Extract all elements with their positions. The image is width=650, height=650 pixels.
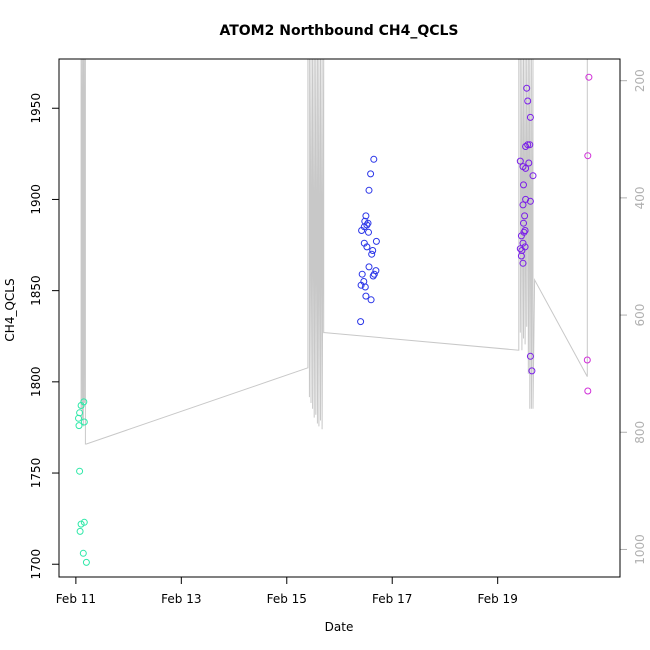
data-point	[357, 281, 365, 289]
data-point	[519, 239, 527, 247]
y-tick-label: 1800	[29, 367, 43, 398]
data-point	[519, 259, 527, 267]
y-tick-label: 1950	[29, 93, 43, 124]
data-point	[522, 195, 530, 203]
x-tick-label: Feb 17	[372, 592, 412, 606]
data-point	[526, 141, 534, 149]
data-point	[365, 263, 373, 271]
y-tick-label: 1850	[29, 275, 43, 306]
data-point	[526, 113, 534, 121]
x-tick-label: Feb 11	[56, 592, 96, 606]
y2-tick-label: 200	[633, 69, 647, 92]
data-point	[519, 201, 527, 209]
y-tick-label: 1900	[29, 184, 43, 215]
y2-tick-label: 600	[633, 304, 647, 327]
data-point	[365, 228, 372, 236]
series-4	[583, 73, 593, 395]
data-point	[367, 170, 375, 178]
data-point	[75, 414, 82, 422]
y2-tick-label: 800	[633, 421, 647, 444]
data-point	[370, 155, 378, 163]
data-point	[79, 549, 87, 557]
data-point	[522, 164, 530, 172]
data-point	[516, 245, 524, 253]
axes-layer: Feb 11 Feb 13 Feb 15 Feb 17 Feb 19 1700 1750 18…	[29, 69, 647, 606]
pressure-line-layer	[80, 58, 588, 445]
data-point	[524, 141, 532, 149]
data-point	[76, 527, 84, 535]
data-points-layer	[75, 73, 593, 566]
y2-tick-label: 400	[633, 186, 647, 209]
x-axis-label: Date	[325, 620, 354, 634]
data-point	[75, 422, 83, 430]
plot-frame	[58, 58, 621, 578]
data-point	[526, 352, 534, 360]
data-point	[370, 270, 378, 278]
data-point	[362, 292, 370, 300]
y-axis-label: CH4_QCLS	[3, 278, 17, 341]
data-point	[520, 219, 527, 227]
x-tick-label: Feb 13	[161, 592, 201, 606]
y-tick-label: 1700	[29, 549, 43, 580]
data-point	[365, 186, 373, 194]
data-point	[361, 283, 369, 291]
data-point	[363, 243, 371, 251]
data-point	[369, 272, 377, 280]
data-point	[521, 227, 529, 234]
data-point	[367, 296, 375, 304]
data-point	[516, 157, 524, 165]
data-point	[364, 219, 372, 227]
data-point	[526, 197, 534, 205]
data-point	[529, 172, 537, 180]
x-tick-label: Feb 15	[267, 592, 307, 606]
data-point	[517, 252, 525, 260]
y2-tick-label: 1000	[633, 534, 647, 565]
data-point	[522, 143, 530, 150]
data-point	[372, 237, 380, 245]
pressure-line	[80, 58, 588, 445]
series-3	[516, 84, 537, 375]
data-point	[372, 267, 380, 275]
data-point	[525, 159, 533, 167]
data-point	[76, 467, 84, 475]
data-point	[357, 318, 365, 326]
data-point	[358, 227, 366, 234]
data-point	[584, 387, 592, 395]
x-tick-label: Feb 19	[478, 592, 518, 606]
data-point	[520, 181, 527, 189]
data-point	[77, 520, 85, 528]
data-point	[80, 398, 88, 406]
data-point	[583, 356, 591, 364]
data-point	[521, 212, 529, 220]
data-point	[584, 152, 592, 160]
series-1	[75, 398, 90, 566]
data-point	[358, 270, 366, 278]
series-2	[357, 155, 380, 326]
data-point	[517, 232, 525, 240]
data-point	[82, 558, 90, 566]
data-point	[523, 84, 531, 92]
data-point	[585, 73, 593, 81]
data-point	[80, 418, 88, 426]
y-tick-label: 1750	[29, 458, 43, 489]
chart-title: ATOM2 Northbound CH4_QCLS	[219, 23, 458, 39]
data-point	[369, 247, 377, 254]
data-point	[528, 367, 536, 375]
data-point	[368, 250, 376, 258]
data-point	[524, 97, 532, 105]
